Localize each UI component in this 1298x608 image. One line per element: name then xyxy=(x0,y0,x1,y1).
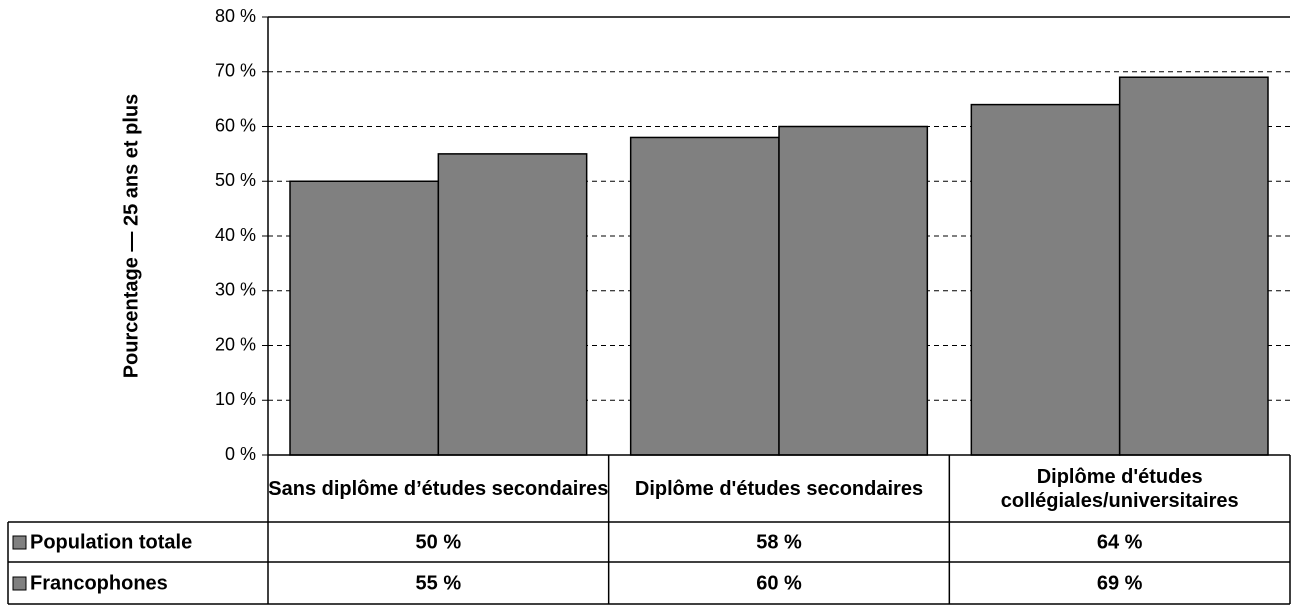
y-tick-label: 10 % xyxy=(215,389,256,409)
x-tick-label: Sans diplôme d’études secondaires xyxy=(268,477,609,500)
legend-label: Population totale xyxy=(30,531,192,553)
y-tick-label: 70 % xyxy=(215,61,256,81)
y-tick-label: 20 % xyxy=(215,334,256,354)
value-label: 64 % xyxy=(1097,531,1143,553)
bar xyxy=(1118,76,1269,456)
y-tick-label: 50 % xyxy=(215,170,256,190)
value-label: 58 % xyxy=(756,531,802,553)
category-cell: Diplôme d'études secondaires xyxy=(634,477,924,500)
value-label: 60 % xyxy=(756,572,802,594)
value-label: 55 % xyxy=(416,572,462,594)
bar xyxy=(289,180,440,456)
legend-key xyxy=(12,535,27,550)
y-axis-label: Pourcentage — 25 ans et plus xyxy=(120,94,142,379)
y-tick-label: 40 % xyxy=(215,225,256,245)
x-tick-label: Diplôme d'études secondaires xyxy=(634,477,924,500)
bar xyxy=(629,136,780,456)
legend-label: Francophones xyxy=(30,572,168,594)
y-tick-label: 0 % xyxy=(225,444,256,464)
legend-key xyxy=(12,576,27,591)
x-tick-label: Diplôme d'études collégiales/universitai… xyxy=(1000,465,1239,512)
y-tick-label: 80 % xyxy=(215,6,256,26)
value-label: 69 % xyxy=(1097,572,1143,594)
category-cell: Diplôme d'études collégiales/universitai… xyxy=(1000,465,1239,512)
y-tick-label: 60 % xyxy=(215,115,256,135)
y-tick-label: 30 % xyxy=(215,280,256,300)
bar xyxy=(437,153,588,456)
category-cell: Sans diplôme d’études secondaires xyxy=(268,477,609,500)
bar xyxy=(778,125,929,456)
bar xyxy=(970,103,1121,456)
value-label: 50 % xyxy=(416,531,462,553)
